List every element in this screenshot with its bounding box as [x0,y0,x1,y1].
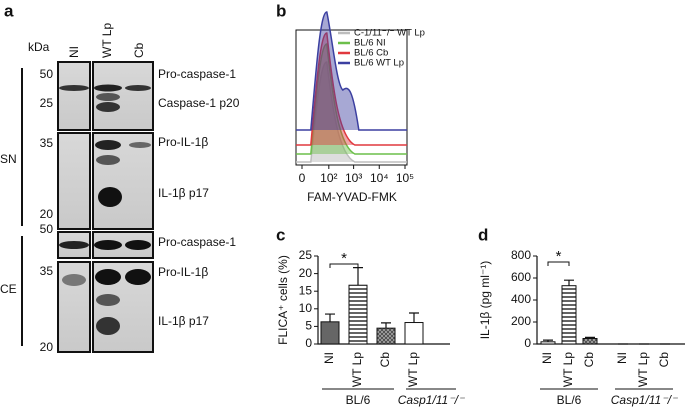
y-tick-label: 25 [299,248,313,262]
y-axis-label: IL-1β (pg ml⁻¹) [478,261,492,340]
y-tick-label: 0 [524,336,531,350]
y-tick-label: 10 [299,301,313,315]
error-bar [564,279,574,286]
error-bar [543,339,553,342]
legend-label: BL/6 Cb [354,48,388,59]
column-header: WT Lp [100,23,114,58]
group-label: Casp1/11⁻/⁻ [611,393,679,407]
group-label: BL/6 [346,393,371,407]
error-bar [409,312,419,323]
marker-label: 35 [40,264,54,278]
category-label: WT Lp [636,352,650,387]
y-tick-label: 20 [299,266,313,280]
bar [561,285,577,345]
category-label: NI [615,352,629,364]
histogram [296,11,407,131]
bar [404,322,424,345]
panel-letter: b [276,1,286,20]
category-label: WT Lp [561,352,575,387]
panel-letter: c [276,225,285,244]
legend-label: BL/6 WT Lp [354,58,404,69]
group-label: BL/6 [557,393,582,407]
histogram [296,32,407,146]
blots [21,61,154,353]
significance-bracket [547,261,570,266]
band-label: IL-1β p17 [158,186,209,200]
panel-letter: d [478,225,488,244]
error-bar [381,322,391,329]
y-tick-label: 400 [511,292,531,306]
x-tick-label: 10³ [345,171,362,185]
fraction-label: CE [0,282,17,296]
plot-frame [295,29,408,166]
marker-label: 50 [40,67,54,81]
y-tick-label: 5 [305,319,312,333]
bar [348,284,368,345]
axes [536,256,685,345]
column-header: Cb [132,42,146,58]
x-tick-label: 10⁴ [370,171,389,185]
y-tick-label: 0 [305,336,312,350]
category-label: Cb [657,352,671,368]
band-label: Caspase-1 p20 [158,96,240,110]
error-bar [325,313,335,322]
histogram [296,61,407,163]
bar [540,341,556,345]
bar [582,338,598,345]
band-label: IL-1β p17 [158,314,209,328]
x-tick-label: 0 [299,171,306,185]
band-label: Pro-IL-1β [158,265,208,279]
band-label: Pro-caspase-1 [158,235,236,249]
band-label: Pro-caspase-1 [158,67,236,81]
category-label: WT Lp [406,352,420,387]
column-header: kDa [28,40,50,54]
error-bar [585,336,595,339]
y-tick-label: 800 [511,248,531,262]
column-header: NI [67,46,81,58]
significance-bracket [329,263,359,268]
bar [376,327,396,345]
marker-label: 20 [40,340,54,354]
y-axis-label: FLICA⁺ cells (%) [276,255,290,345]
group-label: Casp1/11⁻/⁻ [398,393,466,407]
category-label: NI [540,352,554,364]
panel-letter: a [4,1,14,20]
y-tick-label: 15 [299,283,313,297]
error-bar [353,267,363,286]
category-label: WT Lp [350,352,364,387]
category-label: NI [322,352,336,364]
significance-label: * [556,248,562,265]
significance-label: * [341,250,347,267]
marker-label: 50 [40,222,54,236]
legend-label: BL/6 NI [354,38,386,49]
marker-label: 20 [40,207,54,221]
y-tick-label: 600 [511,270,531,284]
fraction-label: SN [0,152,17,166]
category-label: Cb [582,352,596,368]
x-tick-label: 10² [320,171,337,185]
bar [320,321,340,345]
x-tick-label: 10⁵ [396,171,414,185]
histogram [296,43,407,155]
y-tick-label: 200 [511,314,531,328]
legend-label: C-1/11⁻/⁻ WT Lp [354,28,425,39]
x-axis-label: FAM-YVAD-FMK [307,190,397,204]
marker-label: 35 [40,136,54,150]
category-label: Cb [378,352,392,368]
marker-label: 25 [40,96,54,110]
band-label: Pro-IL-1β [158,135,208,149]
